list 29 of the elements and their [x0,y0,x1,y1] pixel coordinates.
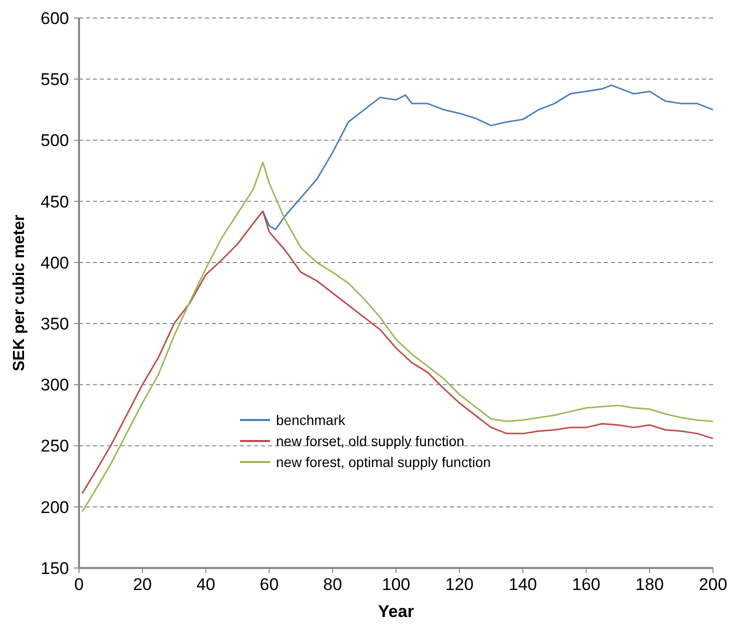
y-tick-label: 350 [40,314,69,334]
x-tick-label: 100 [382,575,410,594]
y-tick-label: 450 [40,192,69,212]
line-series [81,161,714,513]
y-tick-label: 300 [40,376,69,395]
y-tick-label: 250 [40,436,69,456]
x-tick-label: 80 [323,575,342,594]
x-tick-label: 40 [196,575,216,594]
y-axis-title: SEK per cubic meter [11,214,28,372]
y-tick-label: 150 [40,558,69,578]
line-series [262,84,714,230]
legend-label: benchmark [276,412,346,428]
x-tick-label: 200 [698,575,728,594]
x-axis-title: Year [378,602,414,621]
y-tick-label: 600 [40,8,69,28]
y-tick-label: 200 [40,498,69,517]
y-tick-label: 500 [40,131,69,150]
line-series [81,210,714,494]
x-tick-label: 0 [74,575,84,594]
x-tick-label: 140 [508,575,537,594]
x-tick-label: 20 [132,575,152,594]
x-tick-label: 60 [260,575,279,594]
legend-label: new forset, old supply function [276,432,464,449]
y-tick-label: 550 [40,70,69,90]
x-tick-label: 160 [572,575,600,594]
legend-label: new forest, optimal supply function [276,454,491,470]
x-tick-label: 180 [635,575,664,594]
x-tick-label: 120 [445,575,474,594]
y-tick-label: 400 [40,253,69,272]
